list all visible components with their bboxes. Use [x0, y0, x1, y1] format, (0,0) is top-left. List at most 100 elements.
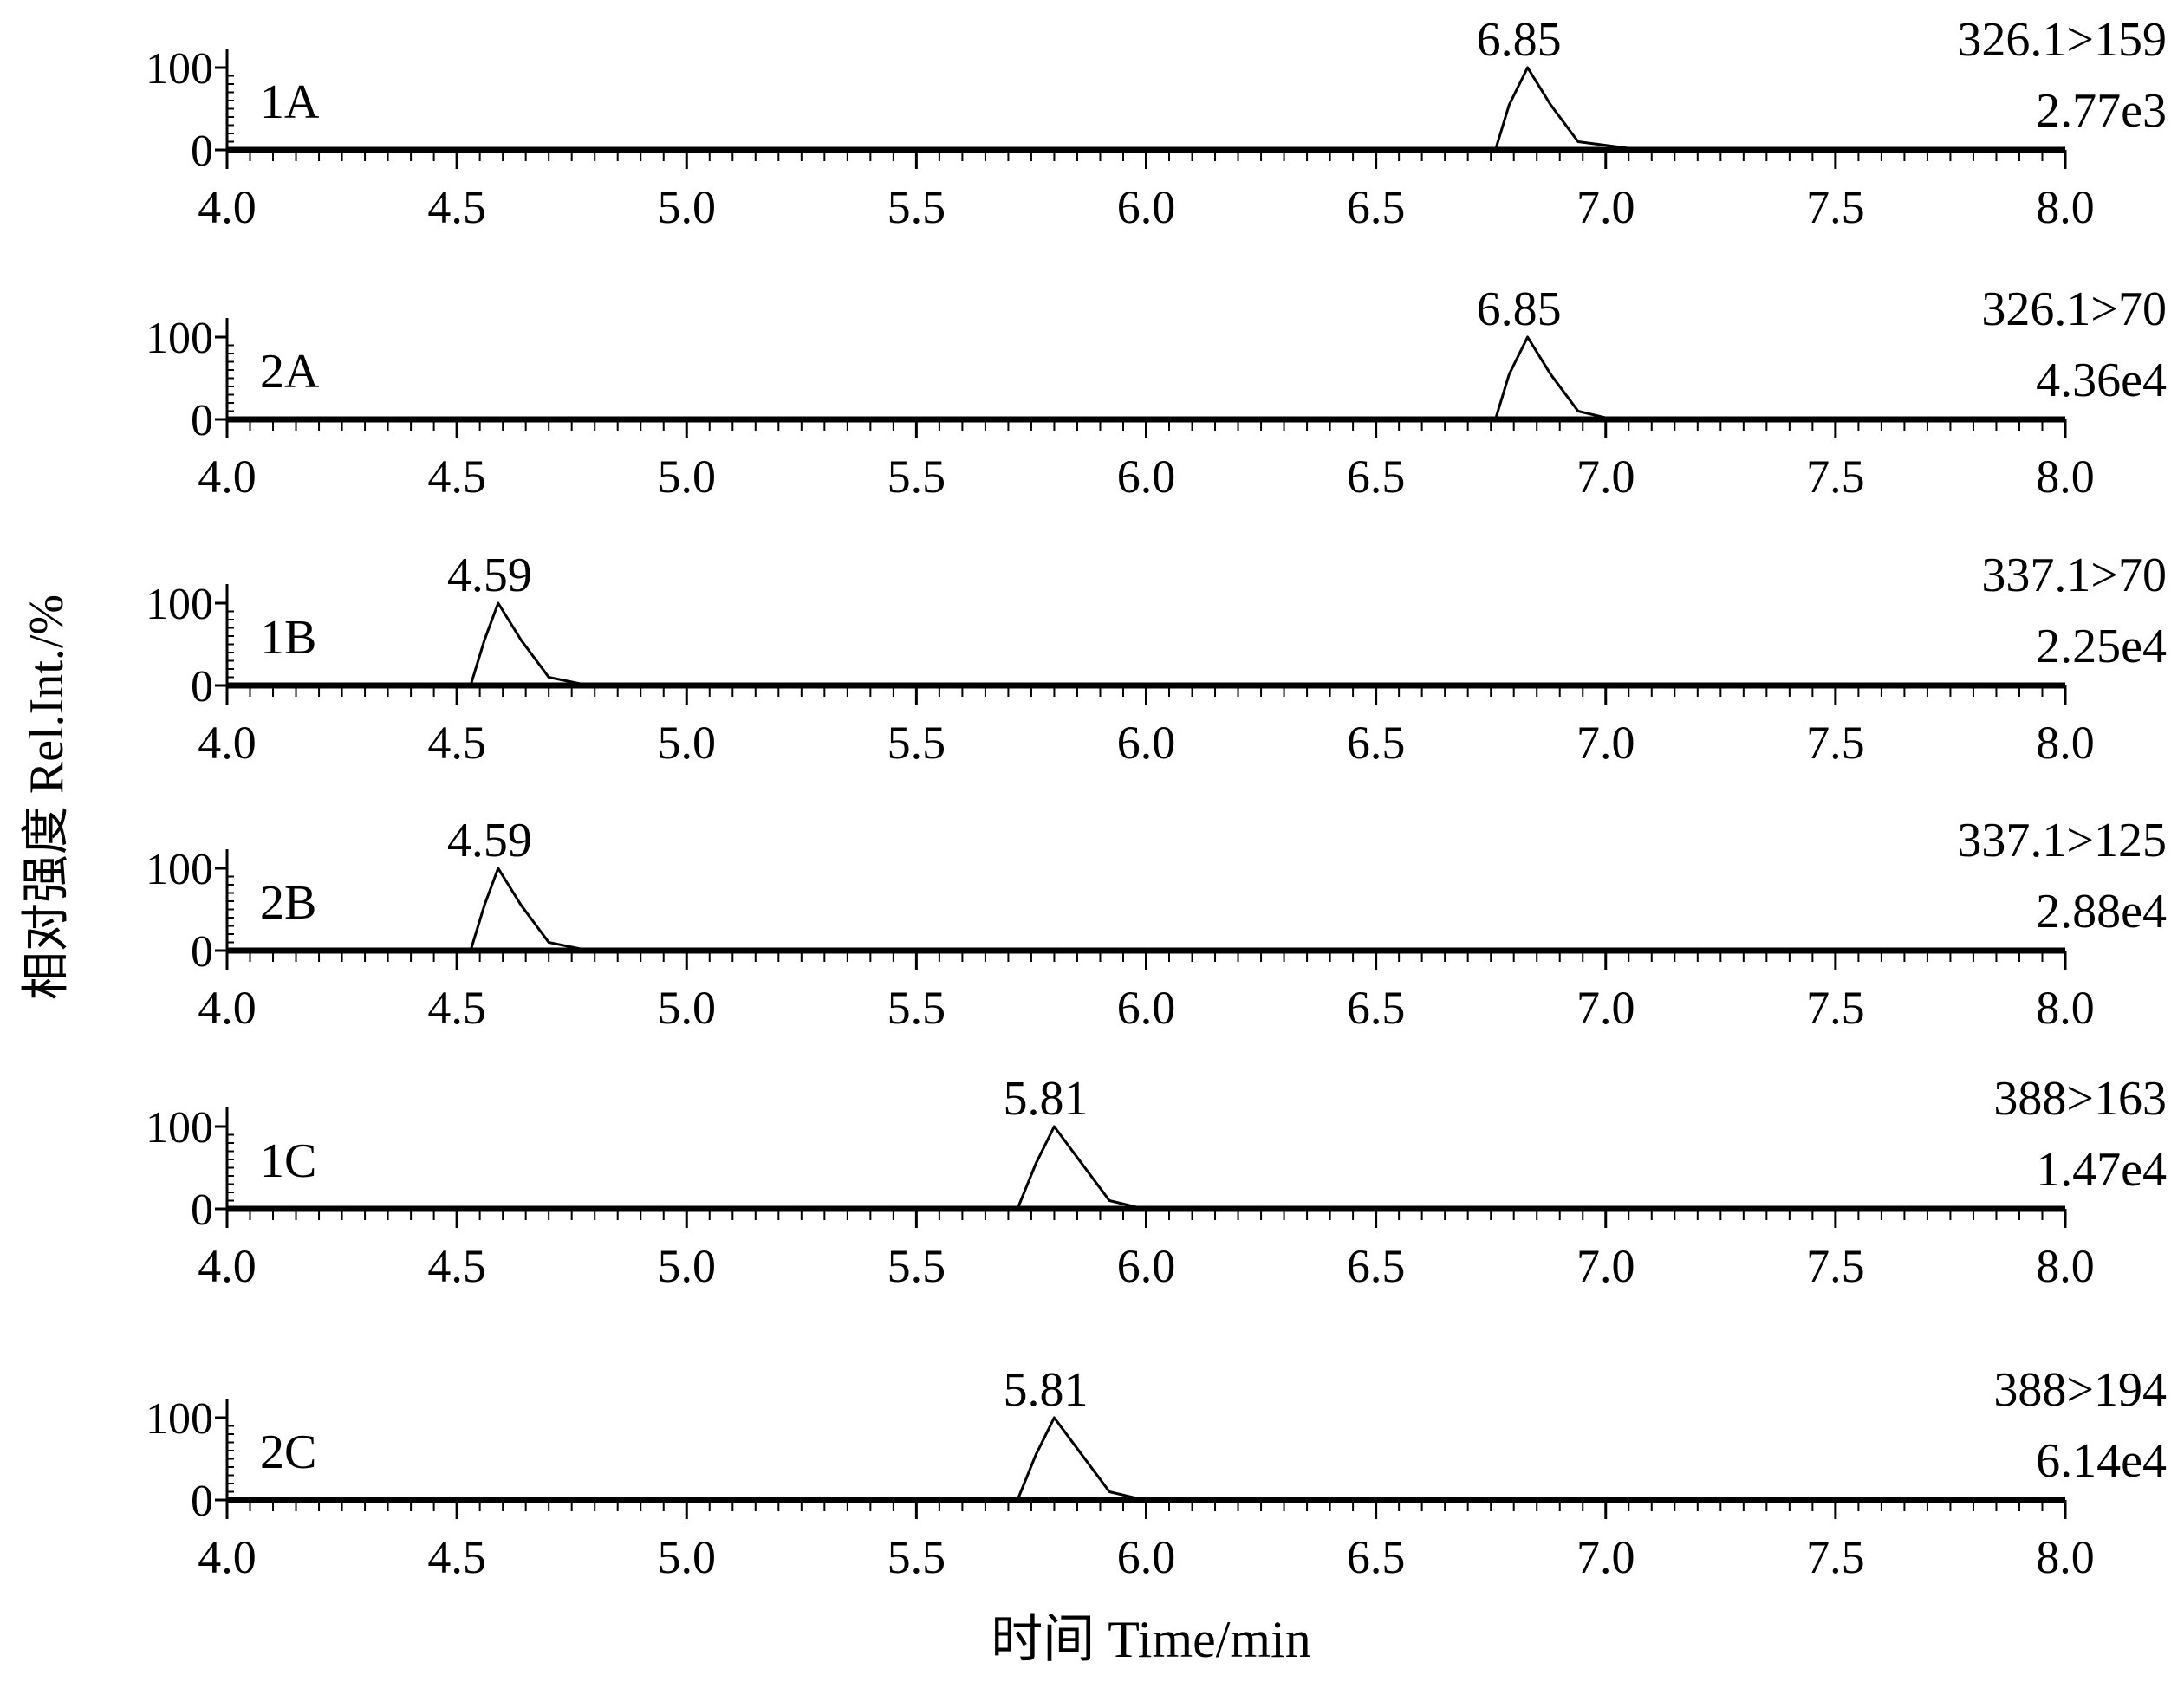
chromatogram-trace [227, 867, 2066, 952]
chromatogram-panel-1A: 0 100 4.0 4.5 5.0 5.5 6.0 6.5 7.0 7.5 8.0 6.85 1A 326… [146, 13, 2167, 233]
x-tick-label: 5.5 [887, 717, 946, 769]
transition-label: 388>163 [1993, 1072, 2167, 1126]
x-tick-label: 7.5 [1806, 1240, 1865, 1292]
chromatogram-trace [227, 601, 2066, 687]
chromatogram-panel-2C: 0 100 4.0 4.5 5.0 5.5 6.0 6.5 7.0 7.5 8.0 5.81 2C 388… [146, 1363, 2167, 1583]
x-tick-label: 5.0 [658, 1240, 717, 1292]
x-tick-label: 6.0 [1117, 181, 1176, 233]
x-tick-label: 8.0 [2036, 982, 2095, 1034]
y-tick-label: 100 [146, 44, 213, 94]
panels-group: 0 100 4.0 4.5 5.0 5.5 6.0 6.5 7.0 7.5 8.0 6.85 1A 326… [146, 13, 2167, 1583]
x-tick-label: 4.0 [198, 451, 257, 503]
chromatogram-trace [227, 1125, 2066, 1211]
x-tick-label: 8.0 [2036, 1531, 2095, 1583]
x-tick-label: 6.0 [1117, 982, 1176, 1034]
y-tick-label: 100 [146, 314, 213, 363]
panel-label: 2A [260, 345, 320, 399]
y-tick-label: 100 [146, 580, 213, 629]
x-tick-label: 7.5 [1806, 717, 1865, 769]
x-tick-label: 6.0 [1117, 1240, 1176, 1292]
x-tick-label: 4.5 [427, 1240, 486, 1292]
x-tick-label: 6.5 [1347, 1531, 1406, 1583]
x-tick-label: 6.5 [1347, 1240, 1406, 1292]
x-tick-label: 7.0 [1576, 1240, 1635, 1292]
x-tick-label: 4.0 [198, 181, 257, 233]
peak-label: 5.81 [1003, 1363, 1088, 1417]
transition-label: 326.1>159 [1957, 13, 2167, 67]
panel-label: 2C [260, 1425, 316, 1479]
intensity-label: 2.25e4 [2036, 620, 2167, 673]
x-tick-label: 7.0 [1576, 451, 1635, 503]
x-tick-label: 6.5 [1347, 717, 1406, 769]
panel-label: 1A [260, 75, 320, 129]
transition-label: 337.1>125 [1957, 814, 2167, 867]
x-tick-label: 6.0 [1117, 451, 1176, 503]
y-tick-label: 0 [191, 127, 213, 176]
x-tick-label: 8.0 [2036, 717, 2095, 769]
y-tick-label: 0 [191, 1185, 213, 1235]
transition-label: 388>194 [1993, 1363, 2167, 1417]
peak-label: 4.59 [447, 549, 532, 602]
x-tick-label: 5.5 [887, 451, 946, 503]
transition-label: 337.1>70 [1981, 549, 2167, 602]
x-tick-label: 5.5 [887, 1531, 946, 1583]
x-tick-label: 8.0 [2036, 181, 2095, 233]
x-tick-label: 4.5 [427, 181, 486, 233]
peak-label: 4.59 [447, 814, 532, 867]
x-tick-label: 4.5 [427, 717, 486, 769]
x-tick-label: 7.5 [1806, 982, 1865, 1034]
chromatogram-panel-2B: 0 100 4.0 4.5 5.0 5.5 6.0 6.5 7.0 7.5 8.0 4.59 2B 337… [146, 814, 2167, 1034]
x-tick-label: 7.5 [1806, 1531, 1865, 1583]
chromatogram-trace [227, 1416, 2066, 1502]
intensity-label: 1.47e4 [2036, 1143, 2167, 1197]
intensity-label: 2.77e3 [2036, 84, 2167, 138]
y-tick-label: 0 [191, 1477, 213, 1526]
intensity-label: 4.36e4 [2036, 354, 2167, 407]
x-tick-label: 7.0 [1576, 717, 1635, 769]
x-tick-label: 6.5 [1347, 982, 1406, 1034]
peak-label: 5.81 [1003, 1072, 1088, 1126]
x-tick-label: 5.5 [887, 1240, 946, 1292]
x-tick-label: 5.5 [887, 181, 946, 233]
x-tick-label: 6.0 [1117, 1531, 1176, 1583]
y-tick-label: 100 [146, 1103, 213, 1153]
x-tick-label: 5.0 [658, 982, 717, 1034]
y-tick-label: 0 [191, 927, 213, 977]
x-tick-label: 8.0 [2036, 1240, 2095, 1292]
y-tick-label: 100 [146, 845, 213, 894]
y-tick-label: 0 [191, 396, 213, 445]
x-tick-label: 7.0 [1576, 181, 1635, 233]
x-tick-label: 4.0 [198, 1531, 257, 1583]
x-tick-label: 5.5 [887, 982, 946, 1034]
transition-label: 326.1>70 [1981, 282, 2167, 336]
x-tick-label: 4.0 [198, 1240, 257, 1292]
x-tick-label: 5.0 [658, 717, 717, 769]
peak-label: 6.85 [1477, 13, 1562, 67]
y-tick-label: 100 [146, 1394, 213, 1444]
x-tick-label: 6.0 [1117, 717, 1176, 769]
x-tick-label: 4.0 [198, 717, 257, 769]
x-tick-label: 7.5 [1806, 451, 1865, 503]
chromatogram-trace [227, 66, 2066, 152]
panel-label: 1C [260, 1134, 316, 1188]
x-tick-label: 5.0 [658, 451, 717, 503]
panel-label: 2B [260, 876, 316, 930]
peak-label: 6.85 [1477, 282, 1562, 336]
x-tick-label: 6.5 [1347, 181, 1406, 233]
x-tick-label: 6.5 [1347, 451, 1406, 503]
x-tick-label: 5.0 [658, 181, 717, 233]
chromatogram-panel-1B: 0 100 4.0 4.5 5.0 5.5 6.0 6.5 7.0 7.5 8.0 4.59 1B 337… [146, 549, 2167, 769]
chromatogram-panel-2A: 0 100 4.0 4.5 5.0 5.5 6.0 6.5 7.0 7.5 8.0 6.85 2A 326… [146, 282, 2167, 503]
x-tick-label: 7.0 [1576, 982, 1635, 1034]
panel-label: 1B [260, 611, 316, 665]
x-tick-label: 7.5 [1806, 181, 1865, 233]
chromatogram-panel-1C: 0 100 4.0 4.5 5.0 5.5 6.0 6.5 7.0 7.5 8.0 5.81 1C 388… [146, 1072, 2167, 1292]
x-tick-label: 7.0 [1576, 1531, 1635, 1583]
x-tick-label: 8.0 [2036, 451, 2095, 503]
x-tick-label: 4.5 [427, 1531, 486, 1583]
intensity-label: 2.88e4 [2036, 885, 2167, 938]
x-tick-label: 4.5 [427, 982, 486, 1034]
intensity-label: 6.14e4 [2036, 1434, 2167, 1488]
chromatogram-trace [227, 335, 2066, 421]
